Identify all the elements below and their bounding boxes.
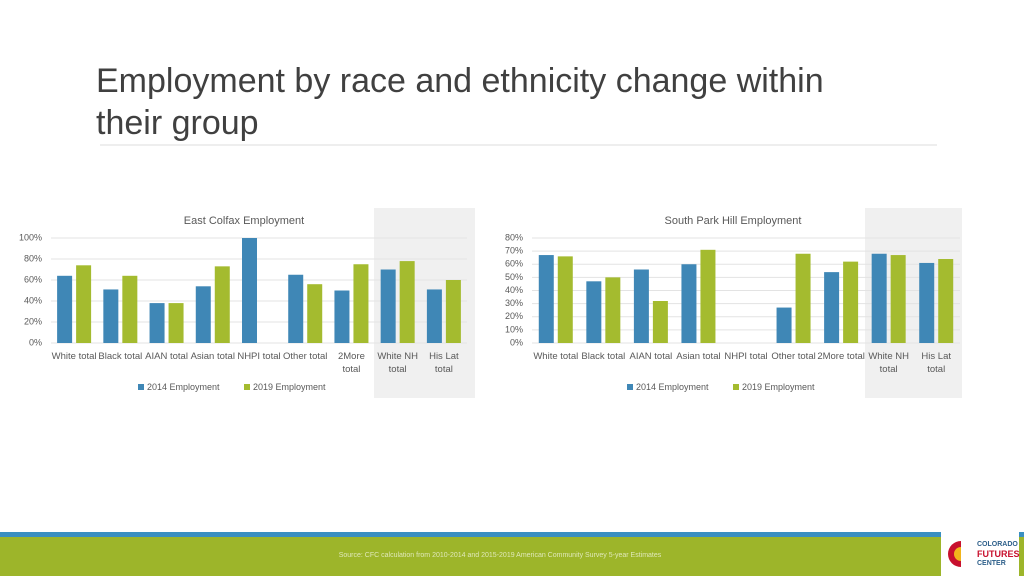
source-note: Source: CFC calculation from 2010-2014 a… (338, 552, 662, 559)
footer-band (0, 537, 1024, 576)
bar (122, 275, 138, 343)
y-tick-label: 0% (510, 337, 523, 347)
x-tick-label: White total (51, 351, 97, 362)
x-tick-label: Black total (98, 351, 143, 362)
bar (149, 303, 165, 343)
bar (399, 261, 415, 343)
bar (445, 280, 461, 343)
bar (938, 259, 954, 343)
bar (700, 249, 716, 343)
bar (195, 286, 211, 343)
bar (605, 277, 621, 343)
bar (353, 264, 369, 343)
y-tick-label: 30% (505, 298, 523, 308)
bar (557, 256, 573, 343)
bar (103, 289, 119, 343)
bar (288, 274, 304, 343)
y-tick-label: 40% (505, 285, 523, 295)
bar (334, 290, 350, 343)
x-tick-label: His Lat total (921, 351, 951, 375)
x-tick-label: White total (533, 351, 579, 362)
legend-swatch (244, 384, 250, 390)
footer-stripe (0, 532, 1024, 537)
bar (242, 238, 257, 343)
bar (586, 281, 602, 343)
x-tick-label: White NH total (377, 351, 418, 375)
y-tick-label: 10% (505, 324, 523, 334)
y-tick-label: 20% (24, 316, 42, 326)
bar (57, 275, 73, 343)
y-tick-label: 0% (29, 337, 42, 347)
x-tick-label: Asian total (676, 351, 721, 362)
x-tick-label: His Lat total (429, 351, 459, 375)
slide-title: Employment by race and ethnicity change … (96, 62, 824, 142)
y-tick-label: 40% (24, 295, 42, 305)
y-tick-label: 80% (24, 253, 42, 263)
legend-label: 2014 Employment (636, 382, 709, 392)
x-tick-label: Other total (283, 351, 328, 362)
chart-title: East Colfax Employment (184, 215, 304, 227)
bar (214, 266, 230, 343)
legend-swatch (138, 384, 144, 390)
y-tick-label: 60% (505, 259, 523, 269)
x-tick-label: 2More total (337, 351, 365, 375)
legend-swatch (733, 384, 739, 390)
logo-mark (948, 541, 975, 567)
logo-text: FUTURES (977, 549, 1020, 559)
y-tick-label: 50% (505, 272, 523, 282)
bar (871, 253, 887, 343)
bar (843, 261, 859, 343)
x-tick-label: AIAN total (629, 351, 673, 362)
legend-label: 2019 Employment (742, 382, 815, 392)
logo: COLORADO FUTURES CENTER (941, 531, 1020, 576)
x-tick-label: NHPI total (724, 351, 768, 362)
bar (795, 253, 811, 343)
x-tick-label: White NH total (868, 351, 909, 375)
bar (76, 265, 92, 343)
y-tick-label: 20% (505, 311, 523, 321)
bar (681, 264, 697, 343)
legend-swatch (627, 384, 633, 390)
logo-text: CENTER (977, 560, 1006, 567)
x-tick-label: AIAN total (145, 351, 188, 362)
x-tick-label: NHPI total (237, 351, 281, 362)
y-tick-label: 70% (505, 246, 523, 256)
bar (538, 255, 554, 343)
x-tick-label: Asian total (190, 351, 235, 362)
logo-text: COLORADO (977, 541, 1018, 548)
legend-label: 2019 Employment (253, 382, 326, 392)
bar (380, 269, 396, 343)
x-tick-label: Black total (581, 351, 626, 362)
bar (633, 269, 649, 343)
bar (890, 255, 906, 343)
bar (307, 284, 323, 343)
x-tick-label: 2More total (817, 351, 865, 362)
y-tick-label: 100% (19, 232, 42, 242)
bar (919, 262, 935, 343)
y-tick-label: 80% (505, 232, 523, 242)
y-tick-label: 60% (24, 274, 42, 284)
bar (168, 303, 184, 343)
x-tick-label: Other total (771, 351, 816, 362)
bar (824, 272, 840, 343)
bar (776, 307, 792, 343)
bar (426, 289, 442, 343)
chart-title: South Park Hill Employment (665, 215, 802, 227)
bar (652, 301, 668, 343)
legend-label: 2014 Employment (147, 382, 220, 392)
